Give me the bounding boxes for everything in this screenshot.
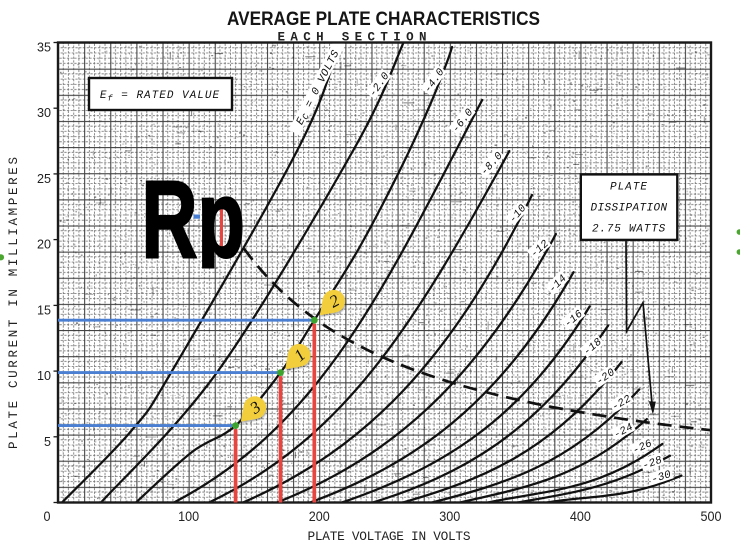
svg-text:200: 200 xyxy=(309,508,330,524)
svg-text:20: 20 xyxy=(37,237,51,252)
svg-text:30: 30 xyxy=(37,105,51,120)
svg-text:15: 15 xyxy=(37,302,51,317)
svg-text:25: 25 xyxy=(37,171,51,186)
svg-text:0: 0 xyxy=(44,508,51,524)
svg-text:100: 100 xyxy=(178,508,199,524)
svg-text:PLATE: PLATE xyxy=(610,182,648,194)
svg-text:10: 10 xyxy=(37,368,51,383)
svg-text:500: 500 xyxy=(701,508,722,524)
svg-text:AVERAGE PLATE CHARACTERISTICS: AVERAGE PLATE CHARACTERISTICS xyxy=(227,9,540,30)
svg-text:PLATE VOLTAGE IN VOLTS: PLATE VOLTAGE IN VOLTS xyxy=(308,529,471,544)
svg-text:5: 5 xyxy=(44,434,51,449)
svg-text:400: 400 xyxy=(570,508,591,524)
svg-text:Rp: Rp xyxy=(142,159,245,282)
svg-text:35: 35 xyxy=(37,40,51,55)
svg-text:2.75 WATTS: 2.75 WATTS xyxy=(592,224,666,236)
svg-text:300: 300 xyxy=(439,508,460,524)
svg-text:DISSIPATION: DISSIPATION xyxy=(590,203,667,215)
svg-text:Ef = RATED VALUE: Ef = RATED VALUE xyxy=(100,90,220,104)
svg-text:PLATE CURRENT IN MILLIAMPERES: PLATE CURRENT IN MILLIAMPERES xyxy=(7,157,21,449)
